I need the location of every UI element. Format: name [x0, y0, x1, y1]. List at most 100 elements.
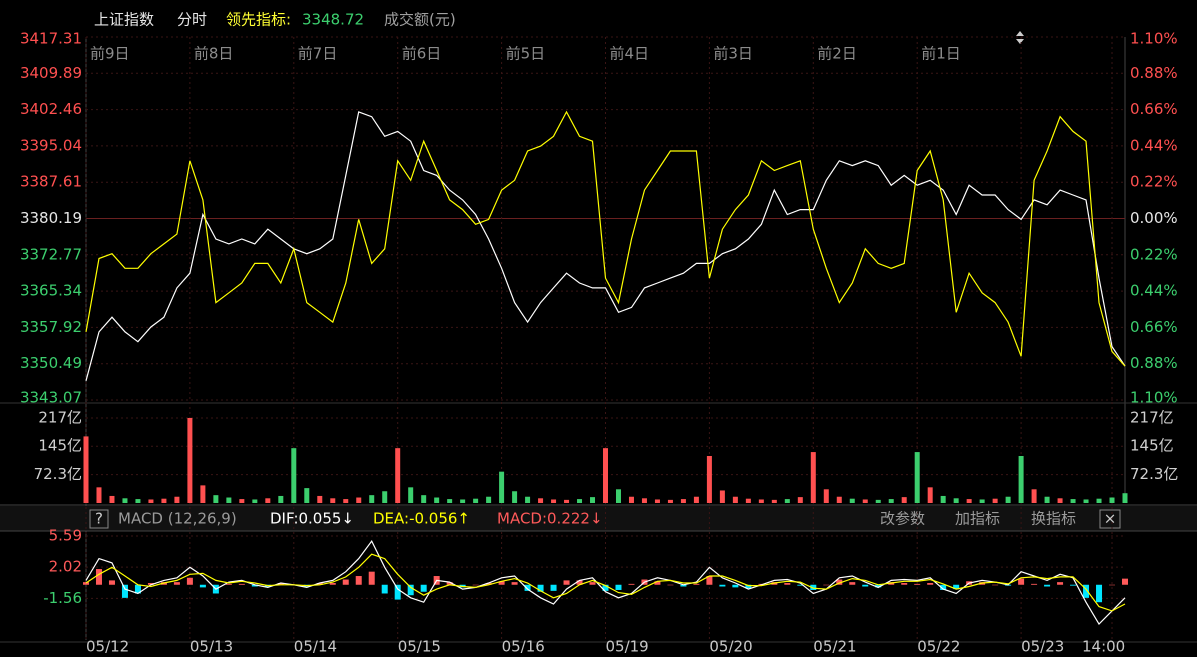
toolbar-button[interactable]: 加指标 [955, 510, 1000, 528]
volume-bar [369, 495, 375, 503]
volume-bar [1096, 498, 1102, 503]
macd-bar [420, 584, 427, 592]
macd-bar [511, 582, 518, 585]
y-tick-label: 3365.34 [20, 282, 82, 300]
macd-bar [875, 584, 882, 588]
macd-bar [719, 584, 726, 587]
volume-bar [758, 499, 764, 503]
macd-bar [563, 580, 570, 585]
help-button[interactable]: ? [95, 510, 103, 528]
macd-bar [1031, 583, 1038, 585]
volume-bar [473, 498, 479, 503]
volume-bar [732, 496, 738, 503]
volume-bar [343, 499, 349, 503]
macd-toolbar [0, 506, 1197, 531]
volume-bar [823, 489, 829, 503]
volume-bar [252, 499, 258, 503]
volume-bar [966, 499, 972, 503]
macd-bar [810, 584, 817, 590]
macd-bar [446, 582, 453, 585]
volume-bar [590, 497, 596, 503]
macd-bar [1044, 584, 1051, 587]
volume-bar [810, 452, 816, 503]
volume-bar [135, 499, 141, 503]
volume-bar [680, 499, 686, 503]
volume-bar [706, 455, 712, 503]
y-tick-label: -1.56 [43, 589, 82, 607]
expand-icon[interactable] [1016, 31, 1024, 44]
macd-bar [368, 571, 375, 585]
volume-bar [654, 499, 660, 503]
volume-bar [615, 489, 621, 503]
macd-bar [342, 579, 349, 585]
volume-bar [888, 499, 894, 503]
volume-bar [927, 487, 933, 503]
volume-bar [797, 497, 803, 503]
y-tick-label: 3409.89 [20, 64, 82, 82]
macd-bar [316, 583, 323, 585]
volume-bar [771, 499, 777, 503]
macd-bar [225, 583, 232, 585]
volume-bar [577, 499, 583, 503]
close-button[interactable]: × [1104, 510, 1117, 528]
macd-bar [732, 584, 739, 588]
macd-bar [693, 583, 700, 585]
period: 分时 [177, 11, 207, 29]
volume-bar [460, 499, 466, 503]
volume-bar [875, 499, 881, 503]
y2-tick-label: 0.00% [1130, 209, 1178, 227]
readout: DEA:-0.056↑ [373, 510, 470, 528]
volume-bar [382, 491, 388, 503]
macd-bar [498, 581, 505, 585]
macd-bar [615, 584, 622, 590]
volume-bar [641, 498, 647, 503]
close-box[interactable] [1099, 509, 1121, 529]
y-tick-label: 3372.77 [20, 245, 82, 263]
indicator-title: MACD (12,26,9) [118, 510, 237, 528]
toolbar-button[interactable]: 换指标 [1031, 510, 1076, 528]
help-box[interactable] [89, 509, 109, 529]
volume-bar [330, 498, 336, 503]
macd-bar [329, 583, 336, 585]
macd-bar [628, 583, 635, 585]
macd-bar [147, 583, 154, 585]
y2-tick-label: 0.66% [1130, 100, 1178, 118]
volume-bar [291, 448, 297, 503]
volume-bar [784, 499, 790, 503]
volume-bar [96, 487, 102, 503]
volume-bar [551, 499, 557, 503]
x-tick-label: 05/13 [190, 638, 233, 656]
macd-bar [576, 580, 583, 585]
macd-bar [680, 584, 687, 587]
y2-tick-label: 0.44% [1130, 282, 1178, 300]
x-tick-label: 05/16 [502, 638, 545, 656]
macd-bar [940, 584, 947, 590]
macd-line [85, 539, 1126, 625]
volume-bar [161, 498, 167, 503]
macd-bar [901, 583, 908, 585]
x-tick-label: 05/14 [294, 638, 337, 656]
macd-bar [706, 576, 713, 585]
macd-bar [836, 579, 843, 585]
macd-bar [797, 584, 804, 586]
macd-bar [1083, 584, 1090, 598]
volume-bar [914, 452, 920, 503]
y-tick-label: 3417.31 [20, 30, 82, 48]
macd-bar [550, 584, 557, 591]
volume-bar [421, 495, 427, 503]
day-label: 前3日 [713, 45, 753, 63]
expand-arrows[interactable] [1016, 31, 1024, 44]
volume-bar [1031, 489, 1037, 503]
volume-bar [512, 491, 518, 503]
toolbar-button[interactable]: 改参数 [880, 510, 925, 528]
macd-bar [238, 583, 245, 585]
price-line [85, 111, 1126, 381]
y2-tick-label: 145亿 [1130, 437, 1174, 455]
y2-tick-label: 0.88% [1130, 64, 1178, 82]
y-tick-label: 3380.19 [20, 209, 82, 227]
volume-bar [953, 498, 959, 503]
y-tick-label: 3343.07 [20, 389, 82, 407]
volume-bar [356, 497, 362, 503]
macd-bar [277, 583, 284, 585]
macd-bar [355, 576, 362, 585]
